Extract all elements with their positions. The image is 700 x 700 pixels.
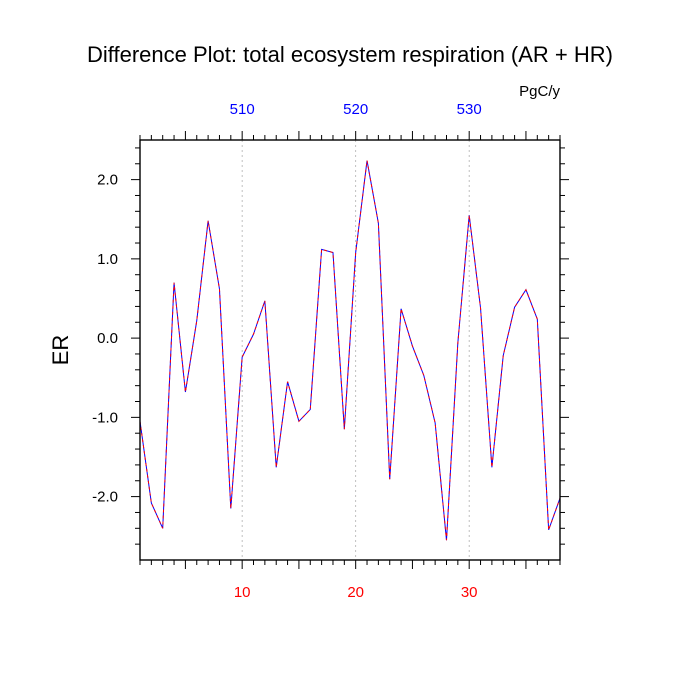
x-tick-label-top: 510 — [230, 101, 255, 118]
y-tick-label: 2.0 — [97, 172, 118, 189]
grid-lines — [241, 140, 470, 560]
x-tick-label-top: 530 — [457, 101, 482, 118]
y-axis-label: ER — [48, 335, 73, 366]
plot-frame — [139, 139, 561, 561]
y-tick-label: -1.0 — [92, 409, 118, 426]
y-tick-label: 1.0 — [97, 251, 118, 268]
x-tick-label-bottom: 30 — [461, 584, 478, 601]
series-line-dashed — [139, 160, 561, 541]
data-lines — [139, 160, 561, 541]
chart-title: Difference Plot: total ecosystem respira… — [87, 42, 613, 67]
x-tick-label-bottom: 10 — [234, 584, 251, 601]
series-line — [139, 160, 561, 541]
x-tick-label-top: 520 — [343, 101, 368, 118]
axis-ticks — [131, 131, 569, 569]
y-tick-label: -2.0 — [92, 489, 118, 506]
tick-labels: 2.0 1.0 0.0 -1.0 -2.0 10 20 30 510 520 530 — [92, 101, 482, 601]
units-label: PgC/y — [519, 83, 560, 100]
x-tick-label-bottom: 20 — [347, 584, 364, 601]
y-tick-label: 0.0 — [97, 330, 118, 347]
